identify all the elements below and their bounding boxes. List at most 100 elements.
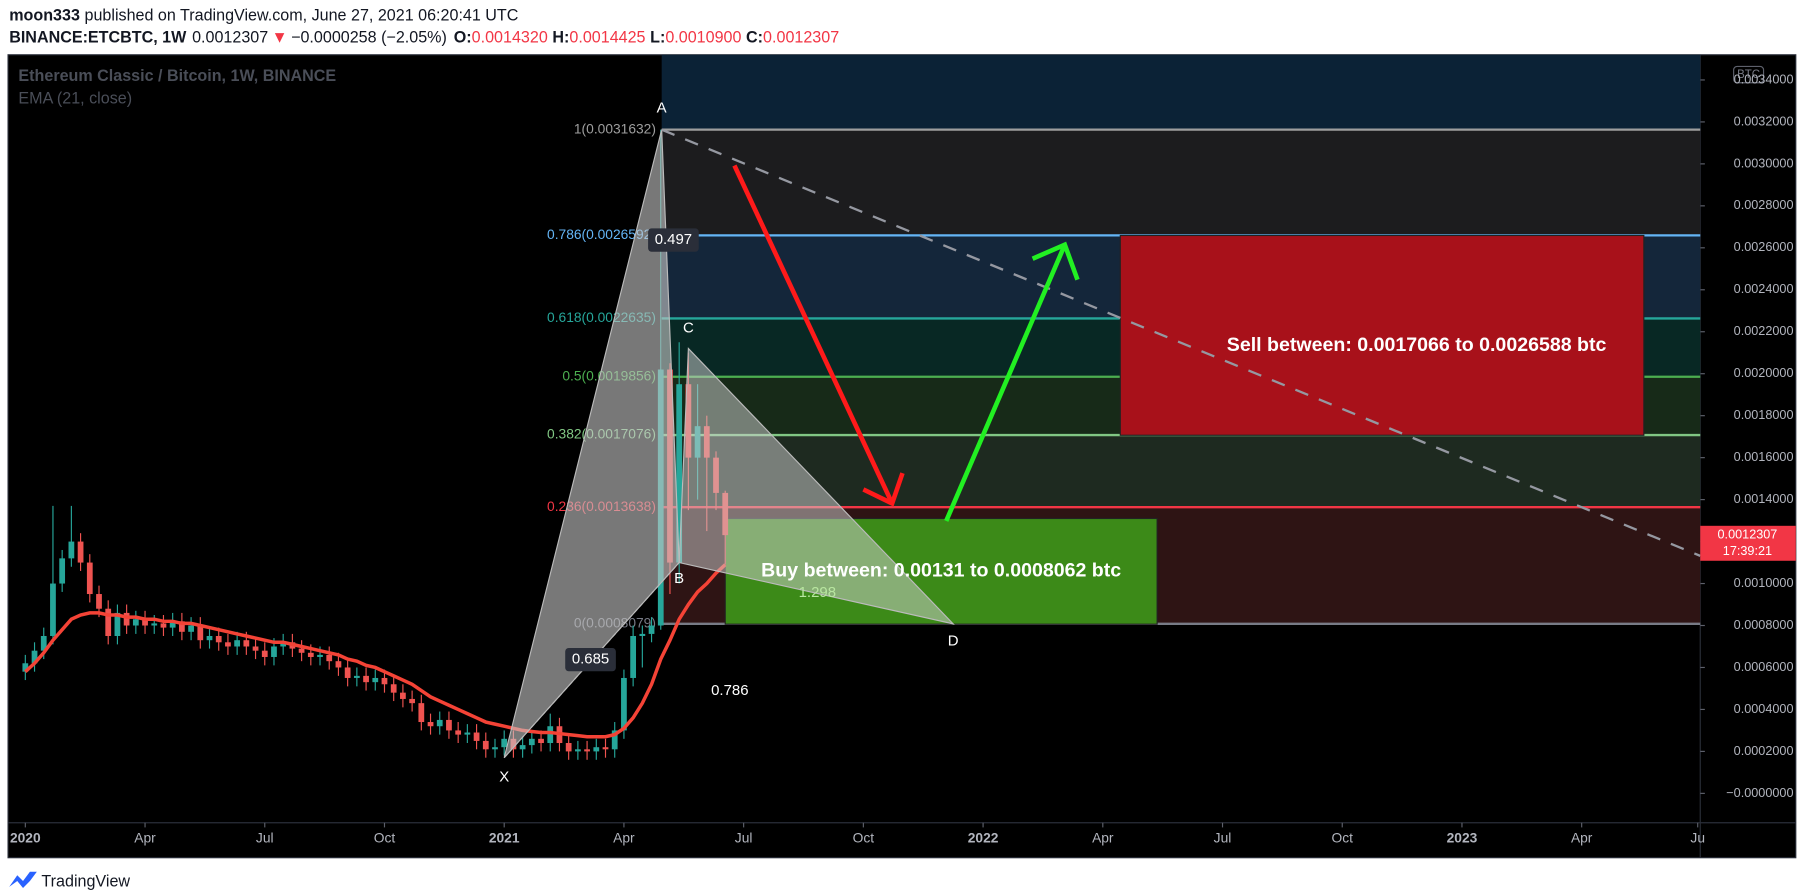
candle-body bbox=[215, 635, 222, 643]
y-tick-label: 0.0020000 bbox=[1734, 365, 1794, 380]
y-tick-label: 0.0026000 bbox=[1734, 239, 1794, 254]
down-arrow-line bbox=[732, 164, 895, 505]
y-tick-label: 0.0008000 bbox=[1734, 617, 1794, 632]
candle-body bbox=[574, 749, 581, 752]
candle-body bbox=[68, 541, 75, 559]
candle-body bbox=[381, 677, 388, 685]
candle-body bbox=[160, 623, 167, 628]
y-tick-label: 0.0022000 bbox=[1734, 323, 1794, 338]
candle-body bbox=[584, 749, 590, 752]
high-value: 0.0014425 bbox=[569, 29, 645, 47]
fib-label: 1(0.0031632) bbox=[574, 120, 656, 136]
y-tick-label: 0.0014000 bbox=[1734, 491, 1794, 506]
x-tick-label: Oct bbox=[374, 830, 396, 846]
candle-body bbox=[188, 625, 194, 632]
candle-body bbox=[179, 621, 185, 632]
y-tick-label: 0.0028000 bbox=[1734, 197, 1794, 212]
x-tick-label: Jul bbox=[1214, 830, 1232, 846]
candle-body bbox=[123, 612, 130, 626]
candle-body bbox=[593, 747, 600, 752]
candle-body bbox=[501, 738, 508, 748]
candle-body bbox=[96, 594, 102, 609]
x-tick-label: Ju bbox=[1690, 830, 1705, 846]
low-value: 0.0010900 bbox=[665, 29, 741, 47]
candle-body bbox=[31, 650, 38, 664]
candle-body bbox=[602, 747, 609, 750]
pattern-point-label: X bbox=[499, 768, 509, 785]
candle-body bbox=[464, 732, 471, 735]
x-tick-label: Jul bbox=[735, 830, 753, 846]
low-label: L: bbox=[650, 29, 665, 47]
ratio-box bbox=[565, 647, 616, 672]
candle-body bbox=[565, 743, 572, 752]
price-tag-label: 0.0012307 bbox=[1718, 526, 1778, 541]
brand: TradingView bbox=[41, 872, 130, 890]
candle-body bbox=[261, 650, 268, 657]
y-tick-label: 0.0004000 bbox=[1734, 701, 1794, 716]
x-tick-label: Apr bbox=[1571, 830, 1593, 846]
pattern-point-label: B bbox=[674, 570, 684, 587]
down-arrow: ▼ bbox=[272, 29, 288, 47]
candle-body bbox=[611, 730, 618, 750]
candle-body bbox=[280, 642, 287, 647]
candle-body bbox=[455, 730, 462, 735]
fib-band-above bbox=[661, 54, 1701, 130]
candle-body bbox=[528, 738, 535, 746]
candle-body bbox=[271, 646, 277, 657]
close-label: C: bbox=[746, 29, 763, 47]
candle-body bbox=[482, 740, 489, 750]
change: −0.0000258 (−2.05%) bbox=[291, 29, 447, 47]
y-tick-label: 0.0024000 bbox=[1734, 281, 1794, 296]
price-tag-countdown: 17:39:21 bbox=[1723, 543, 1772, 558]
x-tick-label: Apr bbox=[134, 830, 156, 846]
fib-band bbox=[661, 129, 1701, 236]
price-tag bbox=[1700, 525, 1796, 561]
zone-box bbox=[1119, 234, 1645, 436]
fib-label: 0.786(0.0026592) bbox=[547, 226, 656, 242]
candle-body bbox=[538, 738, 544, 744]
symbol-line: BINANCE:ETCBTC, 1W 0.0012307 ▼ −0.0000258 (… bbox=[9, 29, 839, 47]
candle-body bbox=[317, 654, 323, 657]
candle-body bbox=[142, 619, 148, 626]
candle-body bbox=[372, 677, 379, 683]
ratio-label: 0.786 bbox=[711, 682, 748, 699]
symbol: BINANCE:ETCBTC, 1W bbox=[9, 29, 187, 47]
last-price: 0.0012307 bbox=[192, 29, 268, 47]
y-tick-label: 0.0032000 bbox=[1734, 113, 1794, 128]
candle-body bbox=[307, 652, 314, 657]
candle-body bbox=[243, 640, 250, 647]
candle-body bbox=[298, 648, 305, 653]
currency-badge bbox=[1733, 65, 1765, 84]
y-tick-label: 0.0002000 bbox=[1734, 743, 1794, 758]
open-label: O: bbox=[454, 29, 472, 47]
candle-body bbox=[40, 635, 47, 651]
candle-body bbox=[234, 640, 241, 647]
candle-body bbox=[105, 608, 112, 636]
candle-body bbox=[353, 675, 360, 678]
candle-body bbox=[418, 703, 425, 723]
x-tick-label: 2023 bbox=[1447, 830, 1478, 846]
pattern-bcd bbox=[678, 347, 955, 625]
candle-body bbox=[639, 633, 646, 636]
candle-body bbox=[436, 719, 443, 727]
candle-body bbox=[400, 692, 406, 699]
x-tick-label: Apr bbox=[1092, 830, 1114, 846]
candle-body bbox=[50, 583, 56, 636]
high-label: H: bbox=[552, 29, 569, 47]
candle-body bbox=[519, 745, 526, 750]
ratio-box bbox=[648, 228, 699, 252]
y-tick-label: 0.0018000 bbox=[1734, 407, 1794, 422]
ratio-label: 1.298 bbox=[799, 584, 836, 601]
candle-body bbox=[390, 684, 397, 693]
zone-label: Buy between: 0.00131 to 0.0008062 btc bbox=[761, 559, 1121, 581]
candle-body bbox=[225, 642, 231, 647]
zone-label: Sell between: 0.0017066 to 0.0026588 btc bbox=[1227, 334, 1607, 356]
candle-body bbox=[132, 619, 139, 626]
candle-body bbox=[22, 663, 29, 672]
down-arrow-head bbox=[862, 472, 905, 507]
x-tick-label: 2020 bbox=[10, 830, 41, 846]
candle-body bbox=[114, 612, 121, 636]
candle-body bbox=[363, 675, 369, 683]
